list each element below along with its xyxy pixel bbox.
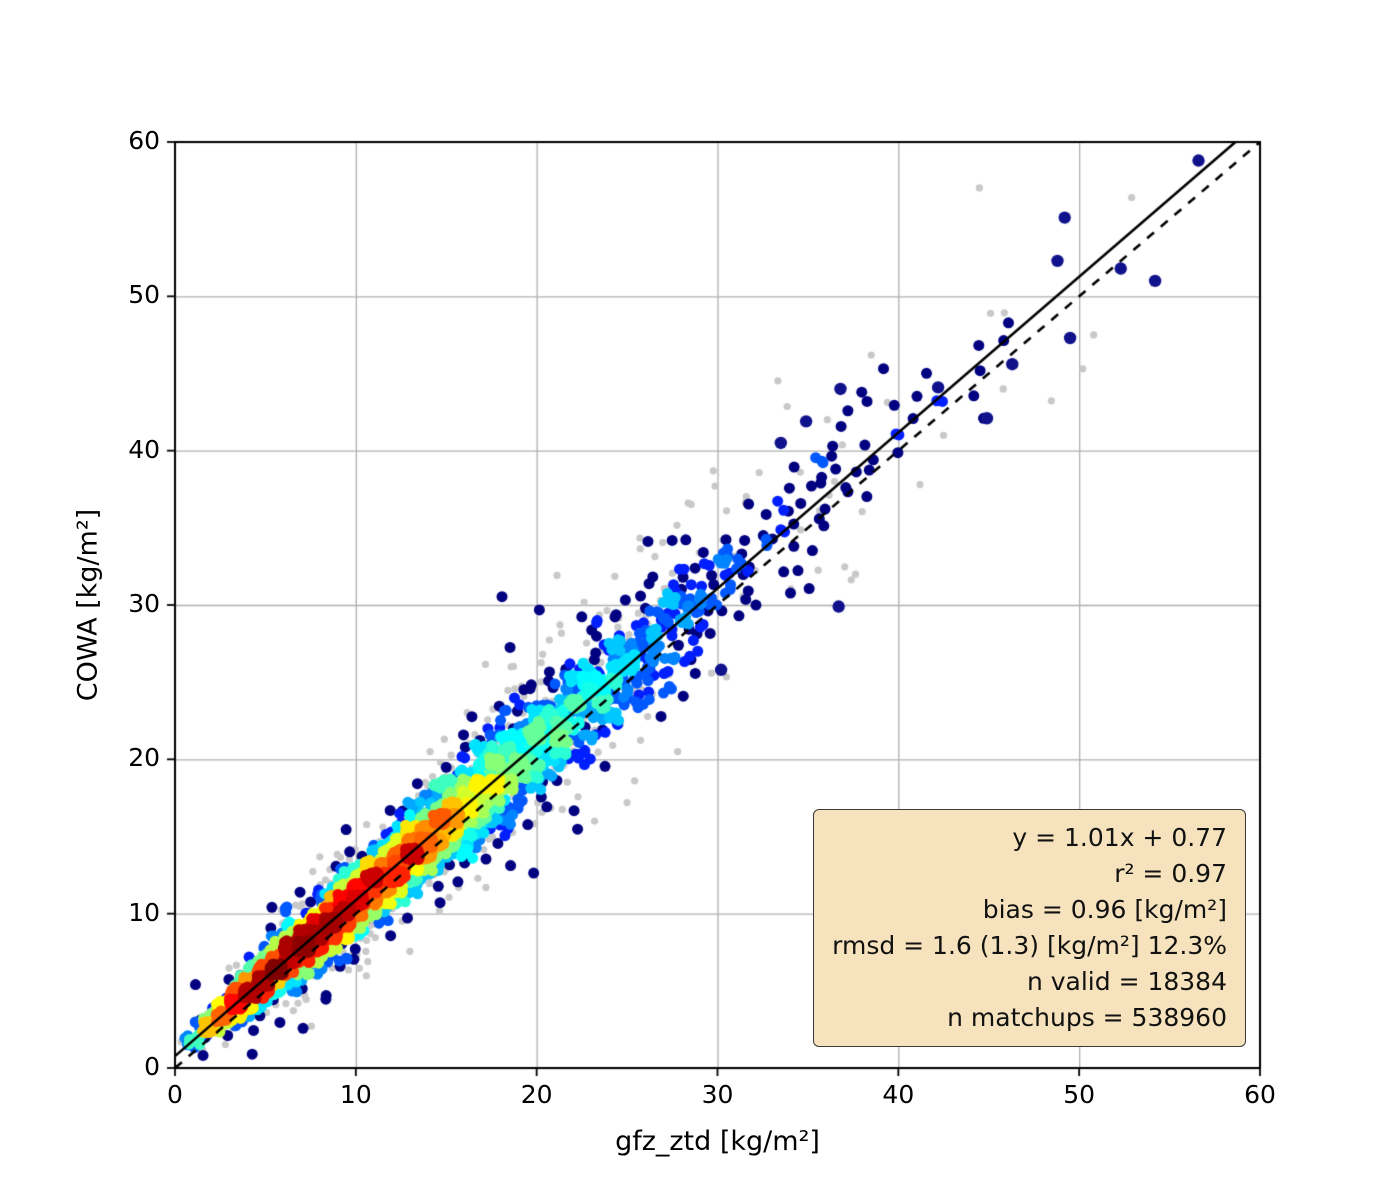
y-tick-label: 20 (128, 743, 160, 773)
x-axis-label: gfz_ztd [kg/m²] (615, 1126, 820, 1157)
x-tick-label: 20 (520, 1080, 553, 1109)
stats-line-n-matchups: n matchups = 538960 (947, 1003, 1227, 1032)
y-axis-label: COWA [kg/m²] (72, 508, 104, 702)
x-tick-label: 0 (167, 1080, 183, 1109)
y-tick-label: 30 (128, 589, 160, 618)
x-tick-label: 60 (1244, 1080, 1276, 1109)
y-tick-label: 40 (128, 434, 160, 464)
y-tick-label: 60 (128, 126, 160, 155)
x-tick-label: 10 (339, 1080, 372, 1109)
y-tick-label: 0 (144, 1052, 160, 1081)
stats-line-r-squared: r² = 0.97 (1114, 859, 1227, 888)
stats-line-fit-equation: y = 1.01x + 0.77 (1012, 823, 1227, 852)
stats-line-bias: bias = 0.96 [kg/m²] (982, 895, 1227, 924)
stats-line-rmsd: rmsd = 1.6 (1.3) [kg/m²] 12.3% (832, 931, 1227, 960)
x-tick-label: 30 (701, 1080, 734, 1109)
x-tick-label: 40 (882, 1080, 915, 1109)
stats-line-n-valid: n valid = 18384 (1026, 967, 1227, 996)
y-tick-label: 50 (128, 280, 160, 310)
x-tick-label: 50 (1063, 1080, 1096, 1109)
y-tick-label: 10 (128, 897, 160, 927)
stats-box: y = 1.01x + 0.77 r² = 0.97 bias = 0.96 [… (813, 809, 1246, 1047)
